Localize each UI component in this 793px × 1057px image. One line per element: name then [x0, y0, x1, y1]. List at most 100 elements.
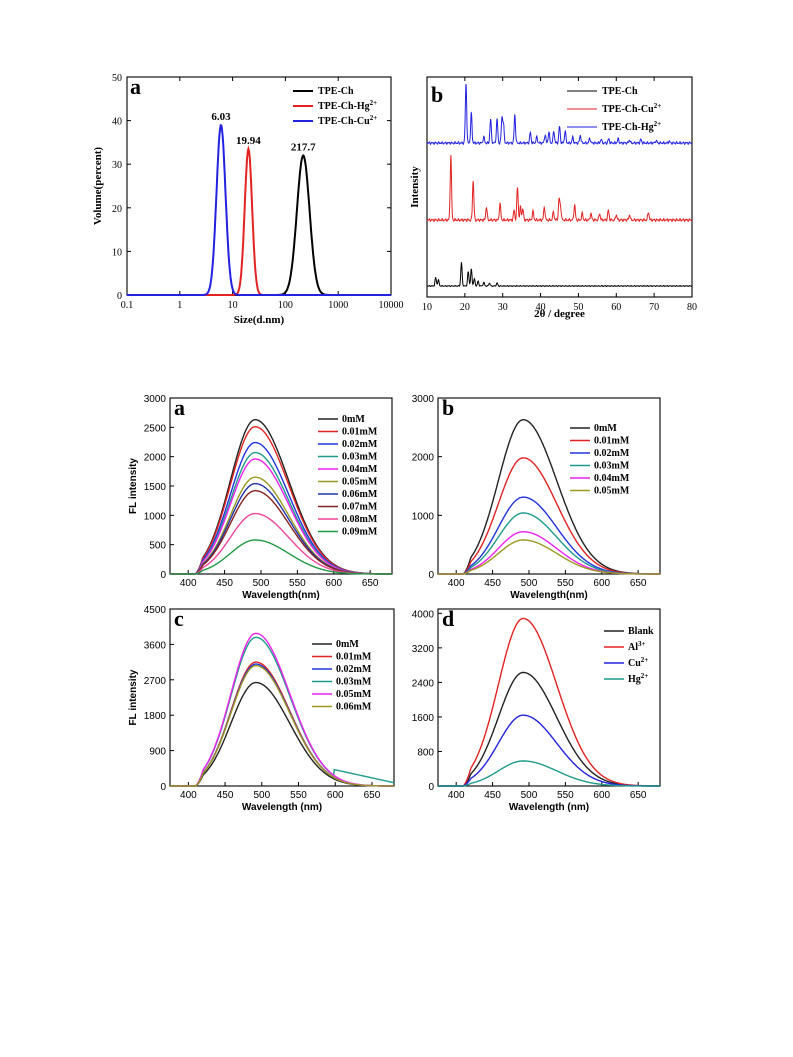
x-tick-label: 650 — [630, 578, 647, 589]
legend-label-2: 0.02mM — [342, 439, 378, 450]
series-line-0 — [426, 262, 693, 288]
series-line-9 — [170, 539, 392, 575]
x-tick-label: 10 — [422, 302, 432, 313]
y-tick-label: 1500 — [144, 482, 167, 493]
y-tick-label: 4500 — [144, 605, 167, 616]
x-axis-label: Wavelength (nm) — [509, 802, 589, 813]
y-tick-label: 1600 — [412, 713, 435, 724]
peak-label-2: 217.7 — [291, 141, 316, 153]
legend-label-9: 0.09mM — [342, 527, 378, 538]
x-tick-label: 550 — [557, 790, 574, 801]
x-tick-label: 450 — [217, 790, 234, 801]
legend-label-4: 0.04mM — [342, 464, 378, 475]
y-tick-label: 20 — [112, 204, 122, 215]
x-axis-label: Size(d.nm) — [234, 314, 285, 326]
y-tick-label: 50 — [112, 73, 122, 84]
x-tick-label: 10 — [228, 300, 238, 311]
x-tick-label: 550 — [289, 578, 306, 589]
x-tick-label: 60 — [611, 302, 621, 313]
plot-frame — [437, 397, 661, 575]
chart-fl-a: 400 450 500 550 600 650 0 500 1000 1500 2000 2500 30… — [128, 394, 393, 601]
x-tick-label: 10000 — [379, 300, 404, 311]
series-line-2 — [438, 496, 660, 575]
legend-label-3: 0.03mM — [336, 677, 372, 688]
x-axis-label: Wavelength(nm) — [242, 590, 319, 601]
legend-label-1: 0.01mM — [336, 652, 372, 663]
series-line-5 — [438, 539, 660, 575]
x-tick-label: 450 — [484, 578, 501, 589]
x-tick-label: 500 — [521, 578, 538, 589]
x-tick-label: 80 — [687, 302, 697, 313]
y-tick-label: 2000 — [144, 453, 167, 464]
y-tick-label: 1000 — [412, 511, 435, 522]
legend-label-1: TPE-Ch-Hg2+ — [318, 99, 377, 112]
y-tick-label: 0 — [160, 570, 166, 581]
x-tick-label: 400 — [448, 790, 465, 801]
y-tick-label: 3000 — [412, 394, 435, 405]
y-axis-label: Intensity — [409, 166, 421, 208]
legend-label-2: TPE-Ch-Hg2+ — [602, 120, 661, 133]
panel-letter: b — [442, 395, 454, 420]
panel-letter: c — [174, 606, 184, 631]
series-line-5 — [170, 664, 394, 787]
legend-label-2: 0.02mM — [336, 664, 372, 675]
legend-label-8: 0.08mM — [342, 514, 378, 525]
x-axis-label: 2θ / degree — [534, 308, 585, 320]
legend-label-0: TPE-Ch — [602, 86, 638, 97]
legend-label-0: 0mM — [594, 423, 617, 434]
x-tick-label: 600 — [593, 578, 610, 589]
y-tick-label: 2000 — [412, 453, 435, 464]
legend-label-5: 0.06mM — [336, 702, 372, 713]
y-axis-label: FL intensity — [128, 458, 139, 514]
legend-label-1: 0.01mM — [342, 427, 378, 438]
x-tick-label: 550 — [557, 578, 574, 589]
chart-fl-d: 400 450 500 550 600 650 0 800 1600 2400 3200 4000 Wa… — [412, 606, 661, 813]
x-tick-label: 500 — [253, 790, 270, 801]
plot-frame — [426, 76, 693, 298]
y-tick-label: 2400 — [412, 678, 435, 689]
panel-letter: a — [174, 395, 185, 420]
legend-label-3: 0.03mM — [594, 461, 630, 472]
y-tick-label: 3000 — [144, 394, 167, 405]
legend-label-4: 0.05mM — [336, 689, 372, 700]
y-tick-label: 1000 — [144, 511, 167, 522]
legend-label-4: 0.04mM — [594, 473, 630, 484]
series-line-3 — [438, 760, 660, 787]
series-line-2 — [127, 123, 391, 296]
x-tick-label: 50 — [573, 302, 583, 313]
x-tick-label: 650 — [362, 578, 379, 589]
y-tick-label: 2700 — [144, 676, 167, 687]
x-tick-label: 600 — [593, 790, 610, 801]
y-tick-label: 900 — [149, 747, 166, 758]
legend-label-7: 0.07mM — [342, 502, 378, 513]
x-tick-label: 20 — [460, 302, 470, 313]
y-axis-label: FL intensity — [128, 669, 139, 725]
x-tick-label: 100 — [278, 300, 293, 311]
y-tick-label: 3600 — [144, 640, 167, 651]
legend-label-6: 0.06mM — [342, 489, 378, 500]
x-tick-label: 650 — [364, 790, 381, 801]
legend-label-0: Blank — [628, 626, 654, 637]
x-tick-label: 1000 — [328, 300, 348, 311]
legend-label-3: Hg2+ — [628, 672, 648, 685]
x-axis-label: Wavelength(nm) — [510, 590, 587, 601]
y-tick-label: 500 — [149, 541, 166, 552]
y-tick-label: 3200 — [412, 644, 435, 655]
chart-fl-c: 400 450 500 550 600 650 0 900 1800 2700 3600 4500 Wa… — [128, 605, 395, 813]
series-line-1 — [127, 145, 391, 296]
panel-letter: d — [442, 606, 454, 631]
x-axis-label: Wavelength (nm) — [242, 802, 322, 813]
x-tick-label: 650 — [630, 790, 647, 801]
chart-size-distribution: 0.1 1 10 100 1000 10000 0 10 20 30 40 50 Size(d.nm) V… — [92, 73, 404, 326]
y-tick-label: 0 — [428, 570, 434, 581]
legend-label-5: 0.05mM — [594, 486, 630, 497]
x-tick-label: 450 — [216, 578, 233, 589]
y-axis-label: Volume(percent) — [92, 147, 104, 226]
x-tick-label: 450 — [484, 790, 501, 801]
x-tick-label: 400 — [180, 578, 197, 589]
legend-label-5: 0.05mM — [342, 477, 378, 488]
x-tick-label: 400 — [448, 578, 465, 589]
legend-label-1: TPE-Ch-Cu2+ — [602, 102, 661, 115]
series-line-1 — [438, 617, 660, 787]
